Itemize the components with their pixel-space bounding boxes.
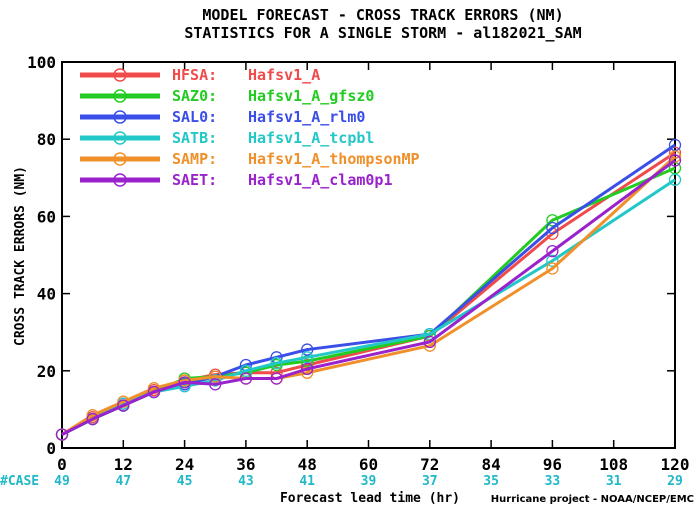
series-point: [301, 358, 314, 372]
series-point: [546, 221, 559, 235]
series-point: [239, 364, 253, 377]
legend-label: Hafsv1_A_gfsz0: [248, 87, 374, 105]
x-tick-label: 84: [481, 455, 500, 474]
series-point: [270, 372, 283, 385]
legend-label: Hafsv1_A_thompsonMP: [248, 150, 420, 168]
series-point: [301, 366, 314, 379]
legend-label: Hafsv1_A_tcpbl: [248, 129, 374, 147]
chart-title: MODEL FORECAST - CROSS TRACK ERRORS (NM): [202, 6, 563, 24]
legend-label: Hafsv1_A: [248, 66, 320, 84]
series-point: [546, 262, 559, 275]
series-point: [55, 428, 69, 441]
legend-label: Hafsv1_A_rlm0: [248, 108, 365, 126]
legend-code: SAMP:: [172, 150, 217, 168]
series-point: [301, 362, 314, 376]
legend-entry: HFSA: Hafsv1_A: [80, 66, 320, 84]
legend-label: Hafsv1_A_clam0p1: [248, 171, 393, 189]
x-tick-label: 60: [359, 455, 378, 474]
legend-code: SAET:: [172, 171, 217, 189]
series-layer: [55, 138, 682, 441]
legend-marker: [113, 131, 127, 145]
series-point: [546, 244, 559, 258]
case-count: 47: [115, 474, 131, 489]
legend-entry: SAET: Hafsv1_A_clam0p1: [80, 171, 393, 189]
series-line: [61, 159, 676, 436]
case-count: 41: [299, 474, 315, 489]
legend-entry: SAL0: Hafsv1_A_rlm0: [80, 108, 365, 126]
y-tick-label: 100: [27, 53, 56, 72]
y-tick-label: 80: [37, 130, 56, 149]
series-point: [178, 376, 191, 389]
legend-marker: [113, 89, 127, 103]
chart-subtitle: STATISTICS FOR A SINGLE STORM - al182021…: [184, 24, 581, 42]
series-point: [86, 412, 99, 426]
case-count: 31: [606, 474, 622, 489]
y-tick-label: 60: [37, 207, 56, 226]
series-point: [546, 254, 559, 267]
series-point: [147, 385, 161, 399]
legend-marker: [113, 68, 127, 82]
x-tick-label: 36: [236, 455, 255, 474]
legend-entry: SAMP: Hafsv1_A_thompsonMP: [80, 150, 420, 168]
series-satb: [55, 173, 682, 441]
case-counts: 49 47 45 43 41 39 37 35 33 31 29: [54, 474, 683, 489]
legend-code: SAZ0:: [172, 87, 217, 105]
y-tick-label: 40: [37, 285, 56, 304]
case-count: 45: [177, 474, 193, 489]
series-point: [270, 356, 283, 370]
case-count-header: #CASE: [0, 474, 39, 489]
y-tick-label: 0: [46, 439, 56, 458]
legend-entry: SAZ0: Hafsv1_A_gfsz0: [80, 87, 374, 105]
legend: HFSA: Hafsv1_A SAZ0: Hafsv1_A_gfsz0 SAL0: Haf…: [80, 66, 420, 189]
case-count: 43: [238, 474, 254, 489]
case-count: 37: [422, 474, 438, 489]
legend-marker: [113, 110, 127, 124]
y-axis-ticks: 0 20 40 60 80 100: [27, 53, 675, 458]
series-point: [301, 343, 314, 356]
legend-code: SAL0:: [172, 108, 217, 126]
x-tick-label: 72: [420, 455, 439, 474]
legend-entry: SATB: Hafsv1_A_tcpbl: [80, 129, 374, 147]
x-tick-label: 120: [661, 455, 690, 474]
series-point: [239, 372, 253, 385]
case-count: 29: [667, 474, 683, 489]
x-tick-label: 108: [599, 455, 628, 474]
x-tick-label: 24: [175, 455, 194, 474]
y-axis-label: CROSS TRACK ERRORS (NM): [13, 166, 28, 346]
case-count: 49: [54, 474, 70, 489]
series-point: [423, 335, 436, 349]
x-tick-label: 96: [543, 455, 562, 474]
x-tick-label: 12: [114, 455, 133, 474]
series-point: [209, 378, 222, 391]
series-point: [117, 399, 130, 412]
series-point: [209, 370, 222, 383]
legend-marker: [113, 173, 127, 187]
x-tick-label: 0: [57, 455, 67, 474]
legend-code: SATB:: [172, 129, 217, 147]
x-axis-label: Forecast lead time (hr): [280, 491, 460, 506]
series-point: [546, 214, 559, 227]
credit-text: Hurricane project - NOAA/NCEP/EMC: [491, 494, 694, 505]
series-point: [668, 154, 682, 167]
series-line: [61, 178, 676, 436]
series-saet: [55, 154, 682, 441]
case-count: 39: [361, 474, 377, 489]
case-count: 33: [545, 474, 561, 489]
case-count: 35: [483, 474, 499, 489]
y-tick-label: 20: [37, 362, 56, 381]
series-point: [668, 173, 682, 186]
series-point: [147, 382, 161, 395]
legend-code: HFSA:: [172, 66, 217, 84]
legend-marker: [113, 152, 127, 166]
x-axis-ticks: 0 12 24 36 48 60 72 84 96 108 120: [57, 62, 689, 474]
x-tick-label: 48: [298, 455, 317, 474]
series-point: [209, 374, 222, 387]
